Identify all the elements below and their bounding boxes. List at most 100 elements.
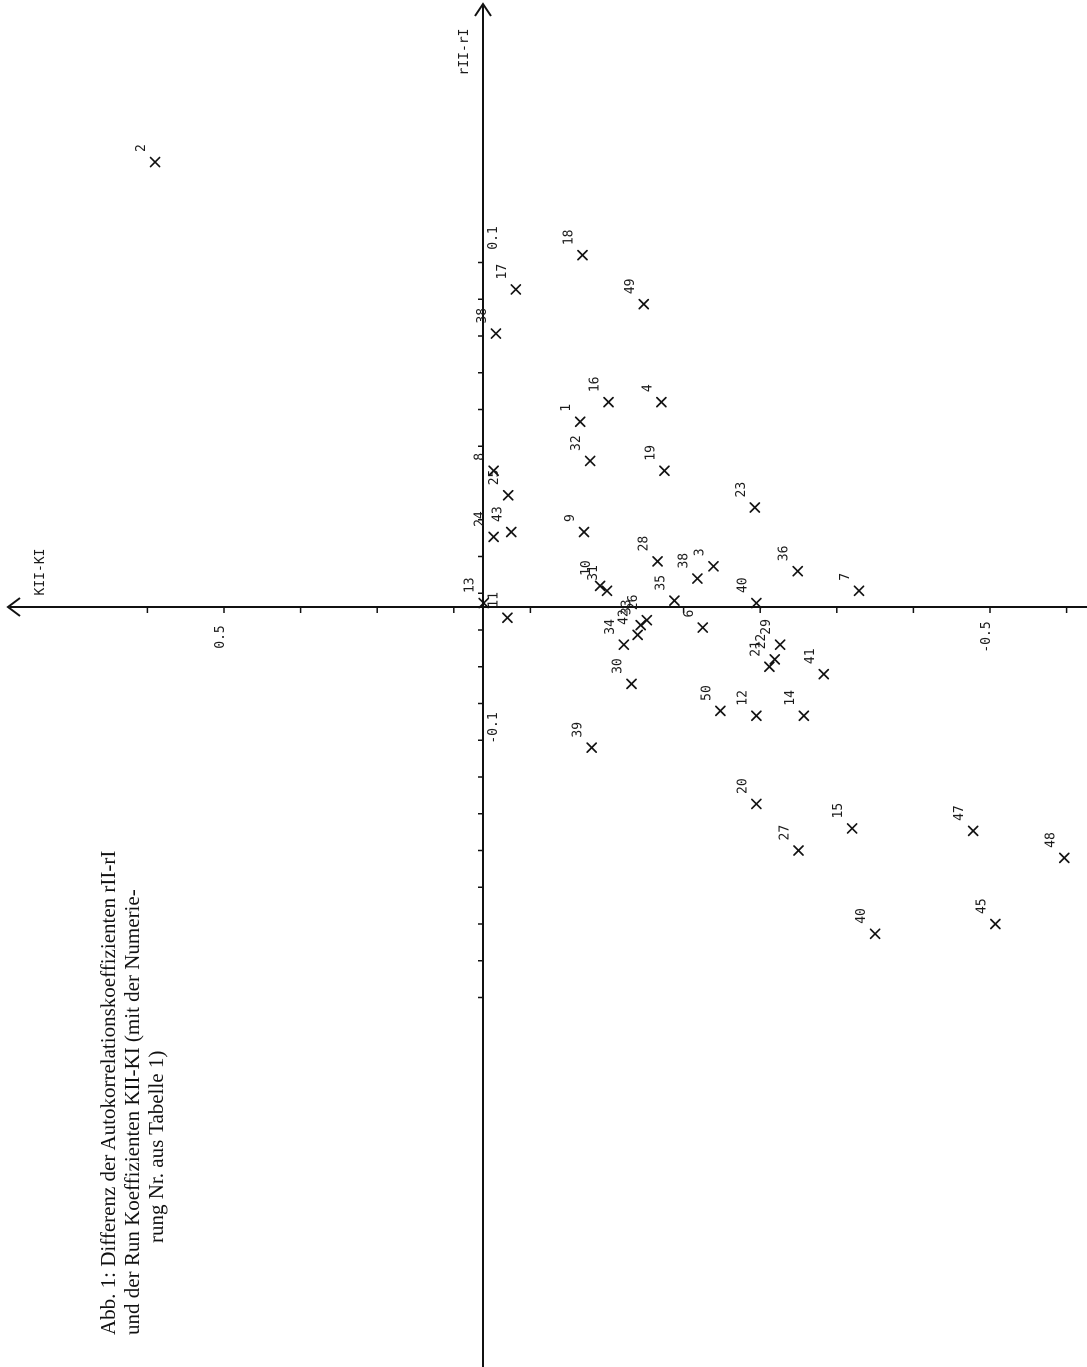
- data-point: 29: [759, 619, 786, 651]
- point-marker-icon: [586, 742, 598, 753]
- point-label: 45: [974, 898, 989, 914]
- point-label-text: 7: [838, 573, 853, 581]
- data-point: 35: [653, 575, 680, 606]
- point-label: 31: [586, 565, 601, 581]
- point-label: 40: [735, 577, 750, 593]
- point-marker-icon: [490, 328, 502, 339]
- data-point: 39: [571, 722, 598, 753]
- point-marker-icon: [578, 526, 590, 538]
- data-point: 34: [603, 619, 630, 651]
- point-label-text: 3: [692, 548, 707, 556]
- point-label: 9: [563, 514, 578, 522]
- point-marker-icon: [626, 678, 637, 690]
- data-point: 50: [699, 685, 726, 717]
- point-label-text: 36: [777, 546, 792, 562]
- data-point: 13: [463, 577, 490, 609]
- point-marker-icon: [502, 612, 513, 624]
- point-label-text: 49: [623, 278, 638, 294]
- data-point: 8: [473, 453, 499, 477]
- point-label: 11: [486, 592, 501, 608]
- data-point: 49: [623, 278, 650, 310]
- caption-line-2: und der Run Koeffizienten KII-KI (mit de…: [120, 889, 144, 1335]
- point-label-text: 26: [626, 595, 641, 611]
- data-point: 15: [831, 803, 858, 834]
- point-label: 17: [495, 264, 510, 280]
- data-point: 9: [563, 514, 590, 538]
- point-marker-icon: [577, 249, 588, 261]
- data-point: 41: [803, 648, 830, 680]
- point-marker-icon: [697, 622, 709, 633]
- point-label-text: 48: [1043, 832, 1058, 848]
- point-marker-icon: [505, 526, 517, 538]
- point-marker-icon: [967, 825, 979, 837]
- point-label: 27: [778, 825, 793, 841]
- point-label-text: 45: [974, 898, 989, 914]
- figure-caption: Abb. 1: Differenz der Autokorrelationsko…: [96, 851, 168, 1335]
- data-point: 1: [559, 404, 586, 428]
- point-marker-icon: [751, 597, 762, 609]
- axes: [6, 2, 1087, 1367]
- point-label-text: 29: [759, 619, 774, 635]
- point-label-text: 33: [620, 599, 635, 615]
- point-label: 25: [487, 470, 502, 486]
- point-label: 48: [1043, 832, 1058, 848]
- point-label-text: 9: [563, 514, 578, 522]
- point-label: 28: [637, 536, 652, 552]
- data-point: 36: [777, 546, 804, 577]
- data-point: 12: [735, 690, 762, 722]
- point-marker-icon: [488, 531, 499, 543]
- data-point: 4: [640, 384, 667, 408]
- point-label: 30: [611, 658, 626, 674]
- point-label: 32: [569, 435, 584, 451]
- point-marker-icon: [601, 585, 613, 597]
- point-marker-icon: [846, 823, 858, 834]
- data-point: 48: [1043, 832, 1070, 864]
- point-label-text: 14: [783, 690, 798, 706]
- point-label-text: 11: [486, 592, 501, 608]
- point-label: 22: [754, 634, 769, 650]
- data-point: 27: [778, 825, 804, 856]
- point-label: 4: [640, 384, 655, 392]
- point-label: 18: [561, 229, 576, 245]
- point-marker-icon: [798, 710, 810, 722]
- data-point: 3: [692, 548, 719, 572]
- data-point: 2: [134, 144, 161, 168]
- point-label: 29: [759, 619, 774, 635]
- point-marker-icon: [502, 489, 514, 501]
- point-label-text: 40: [735, 577, 750, 593]
- point-label-text: 4: [640, 384, 655, 392]
- point-label-text: 34: [603, 619, 618, 635]
- point-label: 20: [735, 778, 750, 794]
- tick-labels: 0.1 -0.1 0.5 -0.5: [213, 226, 994, 743]
- point-marker-icon: [652, 556, 663, 567]
- x-tick-label-text: -0.1: [486, 712, 501, 743]
- point-label-text: 25: [487, 470, 502, 486]
- point-label-text: 50: [699, 685, 714, 701]
- point-label-text: 39: [571, 722, 586, 738]
- data-point: 30: [611, 658, 637, 690]
- point-marker-icon: [574, 416, 586, 428]
- point-label-text: 18: [561, 229, 576, 245]
- point-label: 36: [777, 546, 792, 562]
- point-label-text: 35: [653, 575, 668, 591]
- point-label-text: 31: [586, 565, 601, 581]
- point-label-text: 1: [559, 404, 574, 412]
- point-label-text: 28: [637, 536, 652, 552]
- y-axis-label: KII-KI: [33, 549, 48, 596]
- point-marker-icon: [692, 573, 703, 584]
- point-label: 47: [952, 805, 967, 821]
- point-label: 1: [559, 404, 574, 412]
- point-marker-icon: [990, 918, 1001, 930]
- point-label-text: 13: [463, 577, 478, 593]
- point-label: 10: [579, 560, 594, 576]
- point-label-text: 12: [735, 690, 750, 706]
- data-point: 22: [754, 634, 781, 665]
- point-label-text: 24: [473, 511, 488, 527]
- point-label: 49: [623, 278, 638, 294]
- data-point: 45: [974, 898, 1001, 930]
- data-point: 6: [682, 610, 709, 633]
- point-marker-icon: [656, 396, 667, 408]
- data-point: 18: [561, 229, 588, 261]
